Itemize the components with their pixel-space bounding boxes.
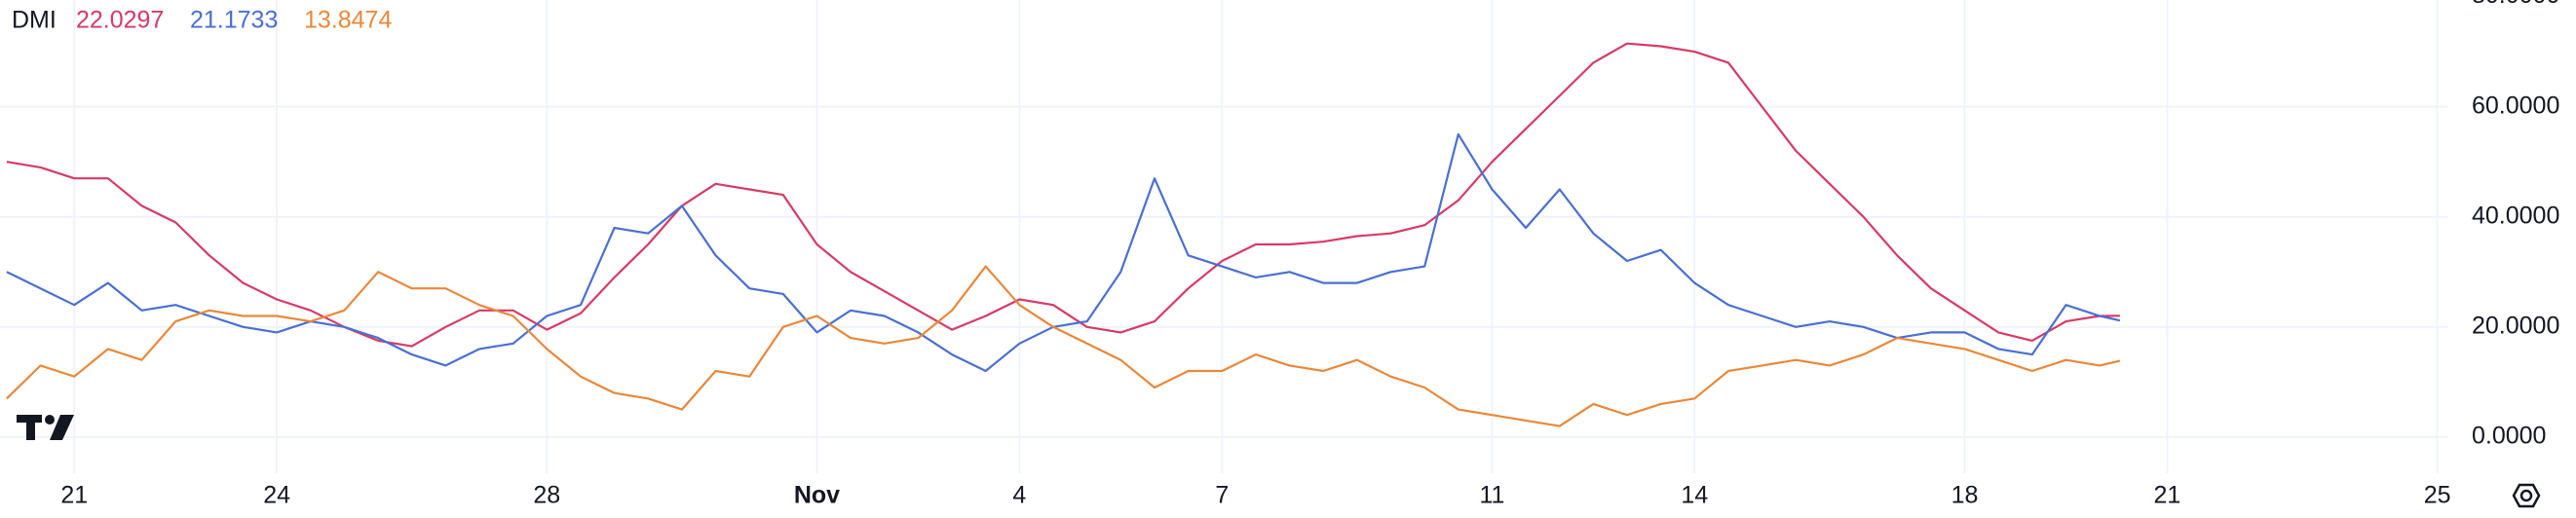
x-tick-label: 18 [1951,482,1979,509]
series-line [6,42,2120,348]
y-tick-label: 0.0000 [2472,422,2546,449]
gear-center[interactable] [2519,489,2533,502]
x-tick-label: 4 [1012,482,1026,509]
logo [17,415,74,440]
y-tick-label: 60.0000 [2472,92,2559,119]
x-tick-label: 14 [1681,482,1708,509]
y-tick-label: 40.0000 [2472,202,2559,229]
x-tick-label: 11 [1479,482,1504,509]
x-tick-label: 24 [263,482,290,509]
legend-value: 22.0297 [76,7,164,34]
logo-part [45,415,55,425]
legend-value: 21.1733 [190,7,278,34]
legend-value: 13.8474 [304,7,392,34]
plot [6,42,2121,427]
x-tick-label: Nov [794,482,840,509]
gear[interactable] [2512,483,2541,508]
series-line [6,265,2121,427]
x-tick-label: 25 [2424,482,2451,509]
grid [0,0,2447,473]
x-tick-label: 7 [1215,482,1229,509]
series-line [6,132,2121,373]
logo-part [50,415,74,440]
indicator-title: DMI [12,7,57,34]
settings-icon[interactable] [2512,483,2541,508]
y-tick-label: 20.0000 [2472,312,2559,339]
logo-part [26,415,35,440]
x-tick-label: 21 [2154,482,2181,509]
x-tick-label: 28 [533,482,560,509]
y-tick-label: 80.0000 [2472,0,2559,9]
x-tick-label: 21 [60,482,88,509]
